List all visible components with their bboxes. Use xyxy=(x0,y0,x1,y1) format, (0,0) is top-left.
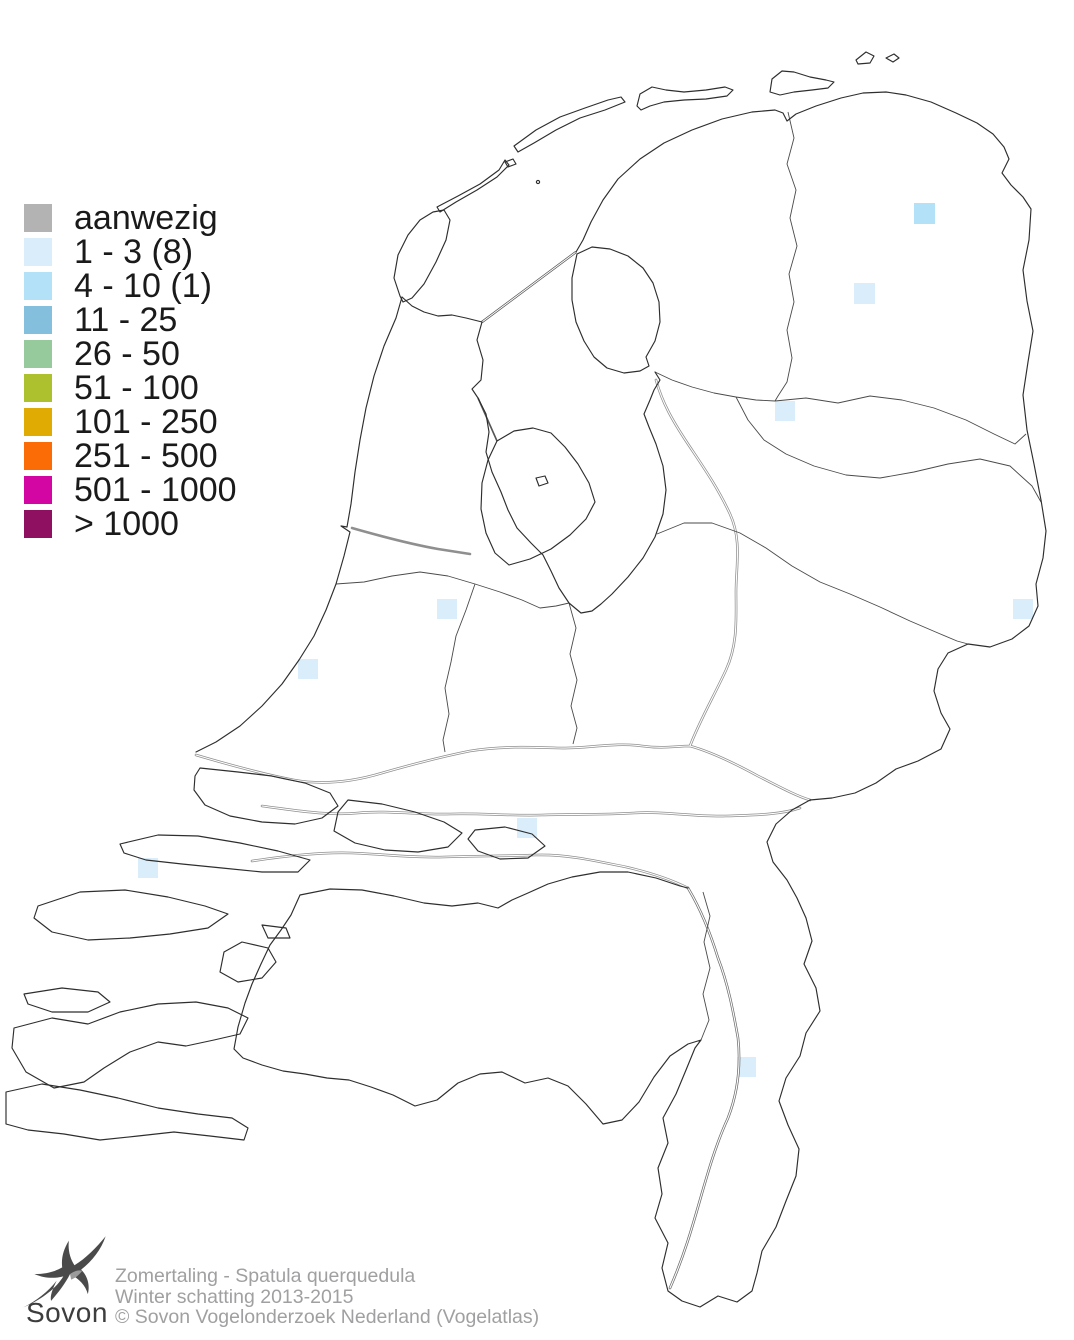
legend-swatch xyxy=(24,238,52,266)
legend-swatch xyxy=(24,408,52,436)
map-grid-cell xyxy=(138,858,158,878)
map-grid-cells xyxy=(138,203,1033,1077)
caption-copyright: © Sovon Vogelonderzoek Nederland (Vogela… xyxy=(115,1306,540,1328)
legend-label: 501 - 1000 xyxy=(74,471,237,509)
legend-swatch xyxy=(24,510,52,538)
coastlines xyxy=(5,51,1047,1308)
legend-item: 1 - 3 (8) xyxy=(24,233,237,271)
caption-species: Zomertaling - Spatula querquedula xyxy=(115,1265,416,1287)
legend-label: > 1000 xyxy=(74,505,179,543)
legend-label: 1 - 3 (8) xyxy=(74,233,194,271)
province-borders xyxy=(335,111,1042,1041)
legend-swatch xyxy=(24,442,52,470)
dikes xyxy=(477,251,577,442)
caption-season: Winter schatting 2013-2015 xyxy=(115,1285,354,1308)
map-grid-cell xyxy=(914,203,935,224)
legend-label: 26 - 50 xyxy=(74,335,180,373)
map-grid-cell xyxy=(775,401,795,421)
legend-label: 4 - 10 (1) xyxy=(74,267,212,305)
legend-swatch xyxy=(24,204,52,232)
map-grid-cell xyxy=(437,599,457,619)
legend-item: aanwezig xyxy=(24,199,237,237)
legend-swatch xyxy=(24,306,52,334)
sovon-logo-text: Sovon xyxy=(26,1297,108,1328)
map-grid-cell xyxy=(854,283,875,304)
rivers xyxy=(194,378,812,1290)
map-grid-cell xyxy=(1013,599,1033,619)
map-grid-cell xyxy=(298,659,318,679)
legend-item: 26 - 50 xyxy=(24,335,237,373)
legend-label: 11 - 25 xyxy=(74,301,178,339)
legend-item: 4 - 10 (1) xyxy=(24,267,237,305)
legend-label: 51 - 100 xyxy=(74,369,199,407)
legend-item: 51 - 100 xyxy=(24,369,237,407)
sovon-logo-swallow-icon xyxy=(23,1236,106,1308)
legend-item: 251 - 500 xyxy=(24,437,237,475)
legend-label: aanwezig xyxy=(74,199,218,237)
legend-item: 101 - 250 xyxy=(24,403,237,441)
legend-label: 251 - 500 xyxy=(74,437,218,475)
legend-swatch xyxy=(24,340,52,368)
map-caption: Zomertaling - Spatula querquedula Winter… xyxy=(115,1266,539,1328)
map-grid-cell xyxy=(517,818,537,838)
legend-label: 101 - 250 xyxy=(74,403,218,441)
legend-item: 501 - 1000 xyxy=(24,471,237,509)
legend-swatch xyxy=(24,272,52,300)
legend-item: > 1000 xyxy=(24,505,237,543)
map-grid-cell xyxy=(737,1057,756,1077)
legend-swatch xyxy=(24,476,52,504)
legend-swatch xyxy=(24,374,52,402)
legend: aanwezig 1 - 3 (8) 4 - 10 (1) 11 - 25 26 - 5… xyxy=(24,199,237,543)
legend-item: 11 - 25 xyxy=(24,301,237,339)
